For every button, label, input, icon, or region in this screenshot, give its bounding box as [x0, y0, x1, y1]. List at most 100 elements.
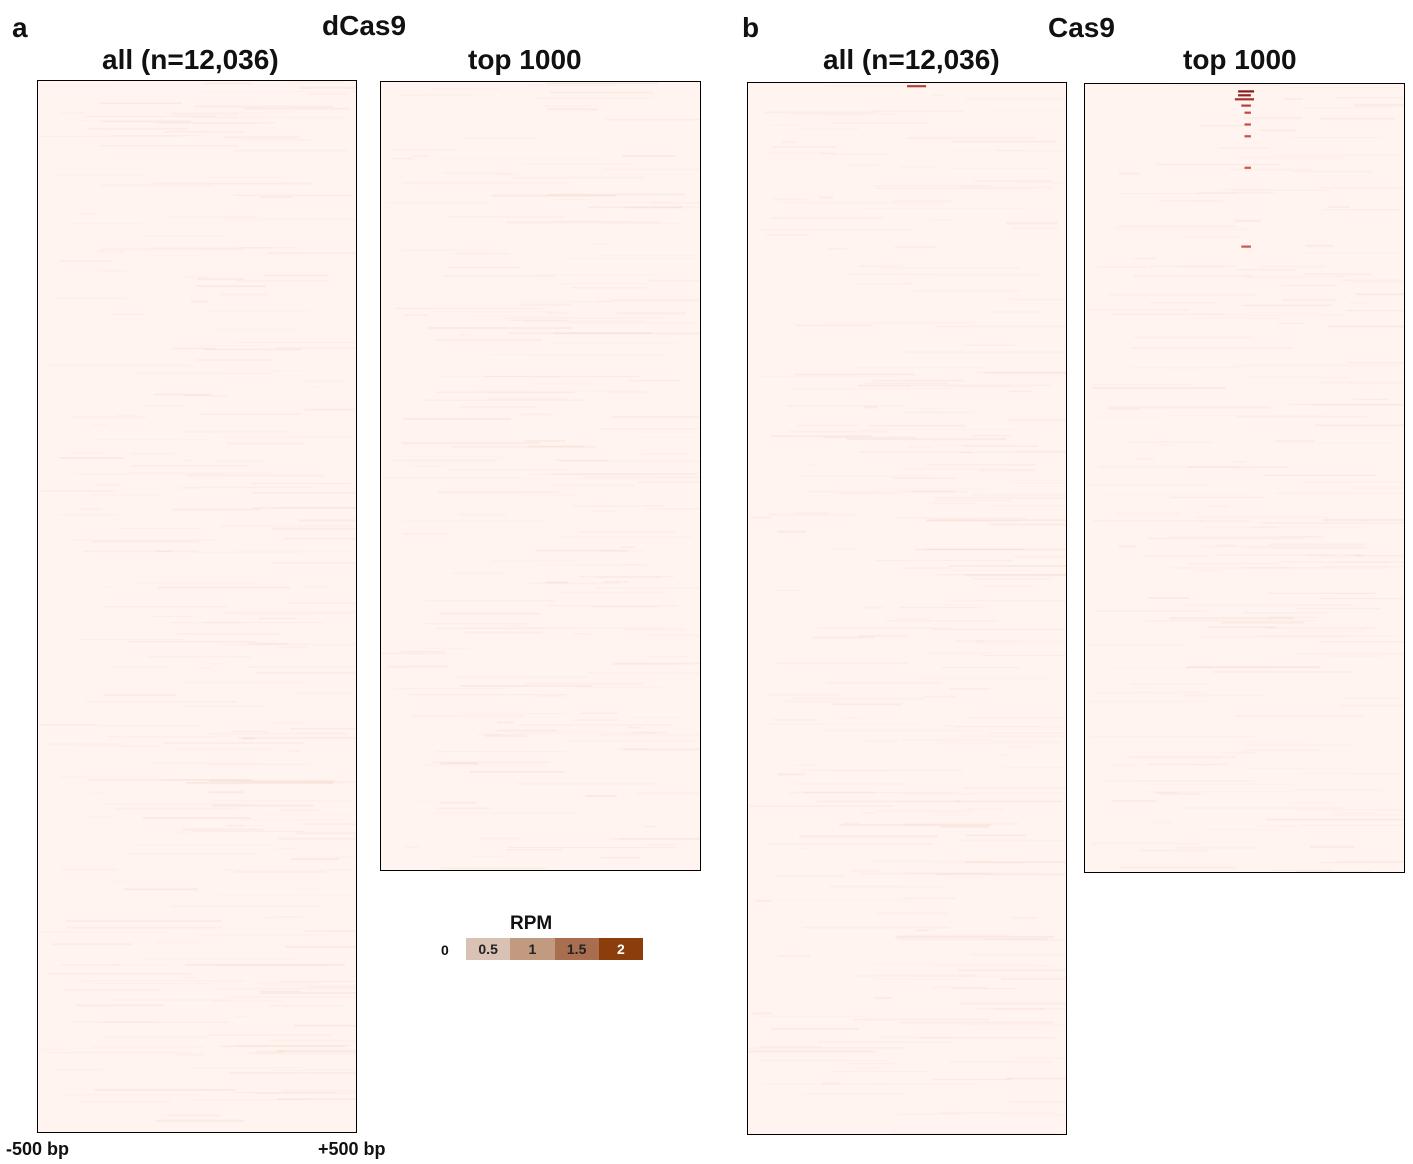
heatmap-signal-row — [293, 1024, 356, 1027]
heatmap-signal-row — [1306, 554, 1364, 556]
heatmap-signal-row — [1293, 171, 1373, 173]
heatmap-signal-row — [1118, 172, 1140, 175]
heatmap-signal-row — [174, 748, 271, 751]
heatmap-signal-row — [572, 505, 665, 507]
heatmap-signal-row — [648, 656, 689, 658]
heatmap-signal-row — [1093, 520, 1251, 522]
heatmap-signal-row — [545, 581, 569, 584]
heatmap-signal-row — [1335, 97, 1404, 99]
heatmap-signal-row — [1134, 336, 1254, 339]
heatmap-signal-row — [94, 1088, 236, 1091]
heatmap-signal-row — [954, 640, 984, 643]
heatmap-signal-row — [287, 750, 301, 752]
heatmap-signal-row — [1296, 870, 1370, 872]
heatmap-signal-row — [110, 666, 172, 669]
heatmap-signal-row — [553, 332, 700, 335]
heatmap-signal-row — [421, 399, 585, 401]
heatmap-signal-row — [524, 439, 566, 442]
heatmap-hot-row — [1244, 123, 1251, 126]
heatmap-signal-row — [251, 507, 356, 509]
heatmap-signal-row — [509, 319, 567, 321]
colorbar-segment-0.5: 0.5 — [466, 938, 511, 960]
panel-b-top-title: top 1000 — [1183, 44, 1297, 75]
heatmap-signal-row — [209, 780, 335, 782]
heatmap-signal-row — [430, 88, 500, 90]
heatmap-signal-row — [1268, 543, 1366, 546]
heatmap-signal-row — [305, 930, 356, 933]
heatmap-signal-row — [970, 953, 1066, 956]
heatmap-signal-row — [637, 437, 700, 438]
heatmap-signal-row — [183, 976, 194, 979]
heatmap-signal-row — [1139, 849, 1209, 852]
heatmap-signal-row — [1302, 773, 1404, 775]
heatmap-signal-row — [1128, 756, 1236, 759]
heatmap-signal-row — [900, 1021, 1055, 1024]
heatmap-signal-row — [256, 1050, 286, 1053]
heatmap-signal-row — [521, 413, 552, 416]
heatmap-signal-row — [1088, 644, 1186, 646]
heatmap-signal-row — [997, 1008, 1066, 1010]
heatmap-signal-row — [931, 502, 977, 504]
heatmap-signal-row — [1355, 105, 1404, 108]
heatmap-signal-row — [194, 105, 334, 108]
heatmap-signal-row — [789, 791, 875, 794]
heatmap-dcas9-all — [37, 80, 357, 1133]
heatmap-signal-row — [250, 483, 352, 484]
heatmap-signal-row — [1340, 279, 1404, 281]
heatmap-signal-row — [1243, 117, 1303, 120]
heatmap-signal-row — [1285, 87, 1398, 89]
heatmap-signal-row — [185, 963, 345, 966]
heatmap-signal-row — [962, 735, 1066, 738]
heatmap-signal-row — [858, 451, 973, 453]
heatmap-signal-row — [900, 166, 936, 168]
heatmap-signal-row — [233, 730, 269, 732]
heatmap-signal-row — [571, 287, 648, 289]
heatmap-signal-row — [1114, 228, 1252, 230]
heatmap-signal-row — [1266, 818, 1404, 821]
heatmap-signal-row — [208, 310, 309, 312]
heatmap-signal-row — [516, 782, 656, 785]
heatmap-signal-row — [1218, 147, 1270, 149]
heatmap-signal-row — [826, 682, 942, 684]
heatmap-signal-row — [861, 812, 874, 814]
heatmap-signal-row — [95, 483, 122, 486]
heatmap-signal-row — [296, 1078, 316, 1080]
heatmap-signal-row — [907, 274, 1041, 276]
heatmap-signal-row — [254, 1092, 356, 1094]
heatmap-signal-row — [953, 600, 1066, 602]
heatmap-signal-row — [1098, 465, 1239, 468]
heatmap-signal-row — [66, 926, 223, 929]
heatmap-signal-row — [222, 436, 356, 438]
heatmap-signal-row — [1129, 683, 1206, 685]
heatmap-signal-row — [619, 838, 700, 840]
heatmap-signal-row — [1217, 544, 1236, 546]
heatmap-hot-row — [1241, 104, 1251, 107]
heatmap-signal-row — [1281, 535, 1319, 537]
heatmap-signal-row — [1000, 1114, 1066, 1116]
heatmap-signal-row — [64, 989, 160, 992]
heatmap-signal-row — [773, 146, 837, 148]
heatmap-signal-row — [85, 816, 114, 818]
heatmap-signal-row — [596, 300, 700, 302]
heatmap-signal-row — [802, 926, 950, 929]
heatmap-signal-row — [1320, 861, 1404, 864]
heatmap-signal-row — [1245, 566, 1388, 569]
heatmap-signal-row — [954, 726, 1066, 728]
heatmap-signal-row — [603, 168, 700, 171]
heatmap-signal-row — [528, 445, 585, 448]
heatmap-signal-row — [873, 379, 965, 382]
heatmap-signal-row — [166, 1114, 221, 1117]
heatmap-signal-row — [386, 665, 450, 668]
heatmap-signal-row — [530, 383, 595, 385]
heatmap-signal-row — [465, 137, 535, 139]
heatmap-signal-row — [936, 569, 1032, 571]
heatmap-signal-row — [858, 384, 910, 387]
heatmap-signal-row — [940, 825, 989, 828]
heatmap-signal-row — [1236, 416, 1368, 418]
heatmap-signal-row — [930, 862, 1026, 864]
heatmap-signal-row — [1221, 752, 1257, 754]
heatmap-signal-row — [940, 519, 973, 521]
heatmap-signal-row — [1304, 481, 1404, 483]
heatmap-signal-row — [171, 905, 319, 907]
heatmap-signal-row — [1016, 182, 1066, 184]
